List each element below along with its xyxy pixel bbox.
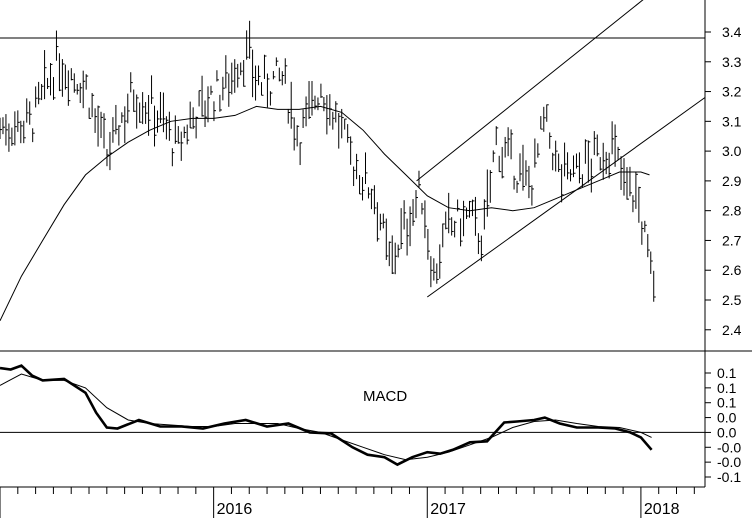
x-tick-label: 2016: [217, 501, 253, 518]
macd-line: [0, 364, 653, 467]
moving-average-line: [0, 105, 650, 322]
x-tick-label: 2018: [644, 501, 680, 518]
macd-y-tick-label: -0.0: [717, 439, 741, 455]
price-y-tick-label: 2.8: [722, 203, 742, 219]
price-y-tick-label: 2.6: [722, 262, 742, 278]
price-y-tick-label: 2.7: [722, 232, 742, 248]
macd-y-tick-label: -0.1: [717, 469, 741, 485]
macd-y-tick-label: 0.1: [717, 365, 737, 381]
macd-y-tick-label: -0.0: [717, 454, 741, 470]
price-y-tick-label: 3.4: [722, 24, 742, 40]
signal-line: [0, 373, 652, 461]
trendline: [416, 0, 644, 182]
price-y-tick-label: 2.5: [722, 292, 742, 308]
price-y-tick-label: 3.0: [722, 143, 742, 159]
price-panel: [0, 0, 706, 322]
macd-y-tick-label: 0.0: [717, 424, 737, 440]
macd-panel: [0, 364, 705, 467]
x-tick-label: 2017: [430, 501, 466, 518]
price-y-tick-label: 3.1: [722, 113, 742, 129]
macd-y-tick-label: 0.0: [717, 410, 737, 426]
macd-annotation: MACD: [363, 388, 407, 405]
price-y-tick-label: 2.9: [722, 173, 742, 189]
price-y-tick-label: 3.3: [722, 54, 742, 70]
price-y-tick-label: 2.4: [722, 322, 742, 338]
price-y-tick-label: 3.2: [722, 84, 742, 100]
macd-y-tick-label: 0.1: [717, 380, 737, 396]
trendline: [426, 97, 706, 298]
macd-y-tick-label: 0.1: [717, 395, 737, 411]
